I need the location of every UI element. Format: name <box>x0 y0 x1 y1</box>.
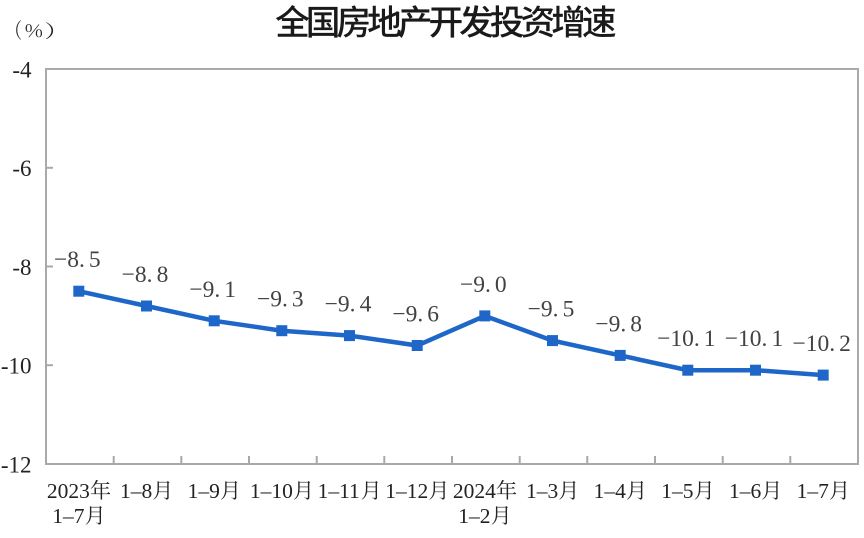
svg-text:1–2: 1–2 <box>458 504 490 528</box>
svg-text:1–6: 1–6 <box>729 479 762 503</box>
svg-text:−9.0: −9. 0 <box>460 272 507 298</box>
svg-text:1–8: 1–8 <box>120 479 152 503</box>
svg-text:1–10: 1–10 <box>250 479 293 503</box>
svg-text:1–3: 1–3 <box>526 479 558 503</box>
svg-text:1–5: 1–5 <box>661 479 693 503</box>
svg-text:-6: -6 <box>12 156 31 181</box>
svg-text:−8.5: −8. 5 <box>54 247 101 273</box>
svg-text:−10.1: −10. 1 <box>657 326 715 352</box>
svg-text:1–9: 1–9 <box>188 479 220 503</box>
svg-text:2023: 2023 <box>47 479 90 503</box>
svg-text:−9.5: −9. 5 <box>528 297 575 323</box>
svg-text:1–4: 1–4 <box>594 479 627 503</box>
svg-text:−9.6: −9. 6 <box>392 302 439 328</box>
svg-text:−9.4: −9. 4 <box>325 292 372 318</box>
svg-text:1–7: 1–7 <box>797 479 830 503</box>
svg-text:−8.8: −8. 8 <box>122 262 169 288</box>
svg-text:−9.1: −9. 1 <box>189 277 236 303</box>
svg-text:−10.1: −10. 1 <box>725 326 783 352</box>
svg-text:−10.2: −10. 2 <box>793 331 851 357</box>
svg-text:1–12: 1–12 <box>385 479 428 503</box>
svg-text:1–11: 1–11 <box>318 479 360 503</box>
svg-text:-8: -8 <box>12 255 31 280</box>
svg-text:-10: -10 <box>1 354 32 379</box>
svg-text:−9.8: −9. 8 <box>595 311 642 337</box>
svg-text:2024: 2024 <box>453 479 496 503</box>
svg-text:1–7: 1–7 <box>52 504 85 528</box>
svg-text:-12: -12 <box>1 452 32 477</box>
svg-text:-4: -4 <box>12 57 32 82</box>
svg-text:−9.3: −9. 3 <box>257 287 304 313</box>
